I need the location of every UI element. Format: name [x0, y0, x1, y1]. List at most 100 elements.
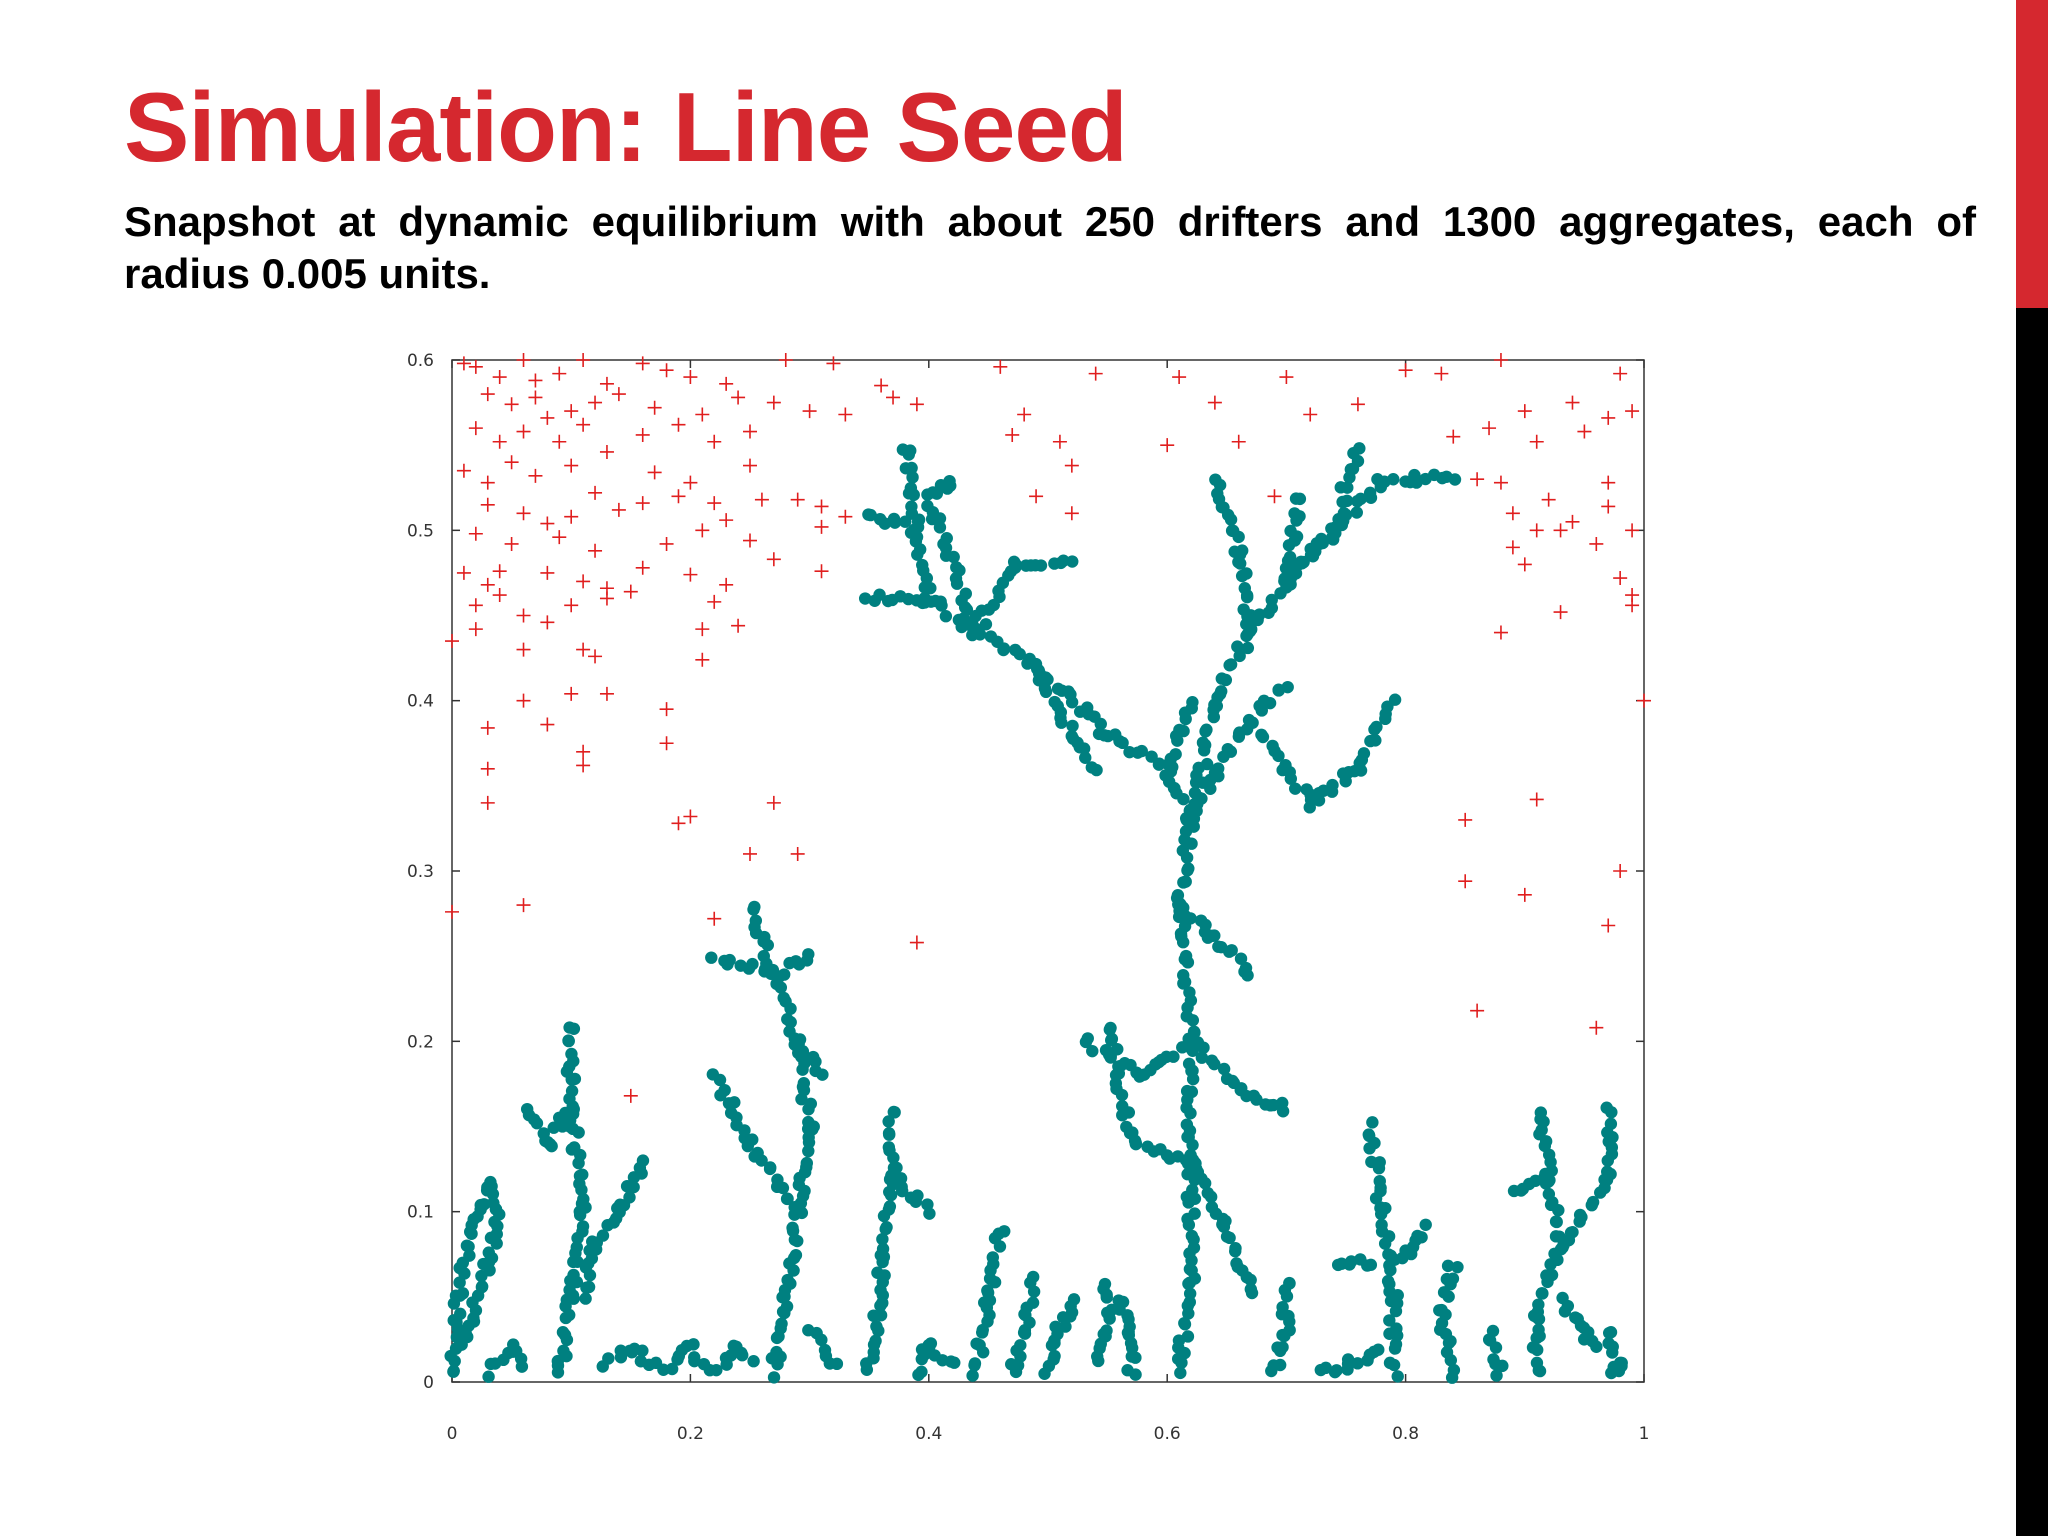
x-tick-label: 0.6	[1154, 1424, 1181, 1444]
aggregate-point	[482, 1370, 495, 1383]
aggregate-point	[1331, 1258, 1345, 1272]
aggregate-point	[948, 1356, 961, 1369]
aggregate-point	[998, 1225, 1011, 1238]
aggregate-point	[1276, 1105, 1290, 1118]
drifter-point	[1601, 410, 1616, 425]
aggregate-point	[1530, 1356, 1544, 1370]
drifter-point	[576, 744, 591, 759]
edge-accent-bar	[2016, 0, 2048, 308]
aggregate-point	[1507, 1184, 1521, 1198]
aggregate-point	[1059, 1320, 1072, 1333]
drifter-point	[576, 642, 591, 657]
aggregate-point	[1272, 749, 1285, 763]
drifter-point	[504, 455, 519, 470]
aggregate-point	[1039, 685, 1053, 699]
aggregate-point	[1092, 727, 1106, 741]
aggregate-point	[939, 610, 953, 623]
aggregate-point	[1600, 1101, 1613, 1114]
aggregate-point	[1197, 1041, 1210, 1054]
drifter-point	[564, 509, 579, 524]
drifter-point	[528, 390, 543, 405]
drifter-point	[1470, 1003, 1485, 1018]
aggregate-point	[1390, 1322, 1403, 1335]
aggregate-point	[1441, 1259, 1455, 1273]
aggregate-point	[905, 461, 918, 475]
drifter-point	[814, 564, 829, 579]
drifter-point	[480, 720, 495, 735]
drifter-point	[552, 530, 567, 545]
aggregate-point	[1282, 1309, 1295, 1323]
drifter-point	[1005, 427, 1020, 442]
aggregate-point	[1215, 685, 1228, 698]
aggregate-point	[1123, 745, 1136, 759]
aggregate-point	[1419, 1218, 1432, 1231]
drifter-point	[1529, 523, 1544, 538]
scatter-chart: 0 0.2 0.4 0.6 0.8 1 0 0.1 0.2 0.3 0.4 0.5 0.6	[407, 351, 1651, 1444]
drifter-point	[540, 565, 555, 580]
drifter-point	[516, 506, 531, 521]
aggregate-point	[1086, 1044, 1099, 1058]
aggregate-point	[515, 1360, 529, 1373]
drifter-point	[683, 567, 698, 582]
aggregate-point	[802, 948, 815, 961]
drifter-point	[1470, 472, 1485, 487]
aggregate-point	[1208, 1057, 1221, 1071]
aggregate-point	[1067, 1293, 1081, 1306]
aggregate-point	[896, 443, 910, 456]
aggregate-point	[870, 1320, 883, 1333]
aggregate-point	[781, 1273, 794, 1287]
drifter-point	[445, 634, 459, 649]
aggregate-point	[904, 481, 918, 495]
aggregate-point	[1187, 1025, 1201, 1038]
drifter-point	[1553, 523, 1568, 538]
aggregate-point	[1048, 1349, 1061, 1363]
drifter-point	[909, 397, 924, 412]
aggregate-point	[1384, 1294, 1398, 1308]
aggregate-point	[1014, 1339, 1027, 1352]
aggregate-point	[770, 1345, 783, 1359]
drifter-point	[599, 591, 614, 606]
aggregate-point	[968, 1357, 982, 1370]
aggregate-point	[1283, 1277, 1296, 1290]
aggregate-point	[1447, 1363, 1461, 1377]
aggregate-point	[475, 1280, 489, 1293]
aggregate-point	[1288, 507, 1301, 520]
drifter-point	[1231, 434, 1246, 449]
aggregate-point	[1073, 741, 1086, 754]
drifter-point	[1350, 397, 1365, 412]
aggregate-point	[718, 954, 731, 968]
drifter-point	[1088, 366, 1103, 381]
aggregate-point	[1176, 844, 1190, 857]
aggregate-point	[789, 1201, 802, 1215]
aggregate-point	[1281, 680, 1294, 694]
aggregate-point	[1079, 751, 1092, 764]
aggregate-point	[1219, 673, 1233, 687]
aggregate-point	[767, 1371, 781, 1384]
aggregate-point	[1009, 558, 1023, 572]
drifter-point	[1493, 625, 1508, 640]
drifter-point	[1052, 434, 1067, 449]
aggregate-point	[1196, 736, 1210, 749]
aggregate-point	[482, 1246, 495, 1259]
aggregate-point	[576, 1168, 589, 1181]
aggregate-point	[1204, 1190, 1218, 1204]
drifter-point	[576, 758, 591, 773]
aggregate-point	[1293, 492, 1307, 506]
aggregate-point	[563, 1021, 576, 1034]
aggregate-point	[1182, 1057, 1196, 1071]
aggregate-point	[1231, 640, 1244, 653]
drifter-point	[790, 492, 805, 507]
aggregate-point	[1185, 1085, 1199, 1099]
drifter-point	[564, 404, 579, 419]
aggregate-point	[613, 1198, 627, 1211]
aggregate-point	[979, 618, 993, 631]
drifter-point	[1482, 421, 1497, 436]
aggregate-point	[1256, 730, 1270, 744]
drifter-point	[671, 417, 686, 432]
aggregate-point	[1188, 786, 1202, 800]
aggregate-point	[943, 474, 956, 488]
aggregate-point	[904, 526, 918, 539]
drifter-point	[599, 686, 614, 701]
aggregate-point	[1391, 1370, 1404, 1383]
aggregate-point	[830, 1357, 844, 1371]
